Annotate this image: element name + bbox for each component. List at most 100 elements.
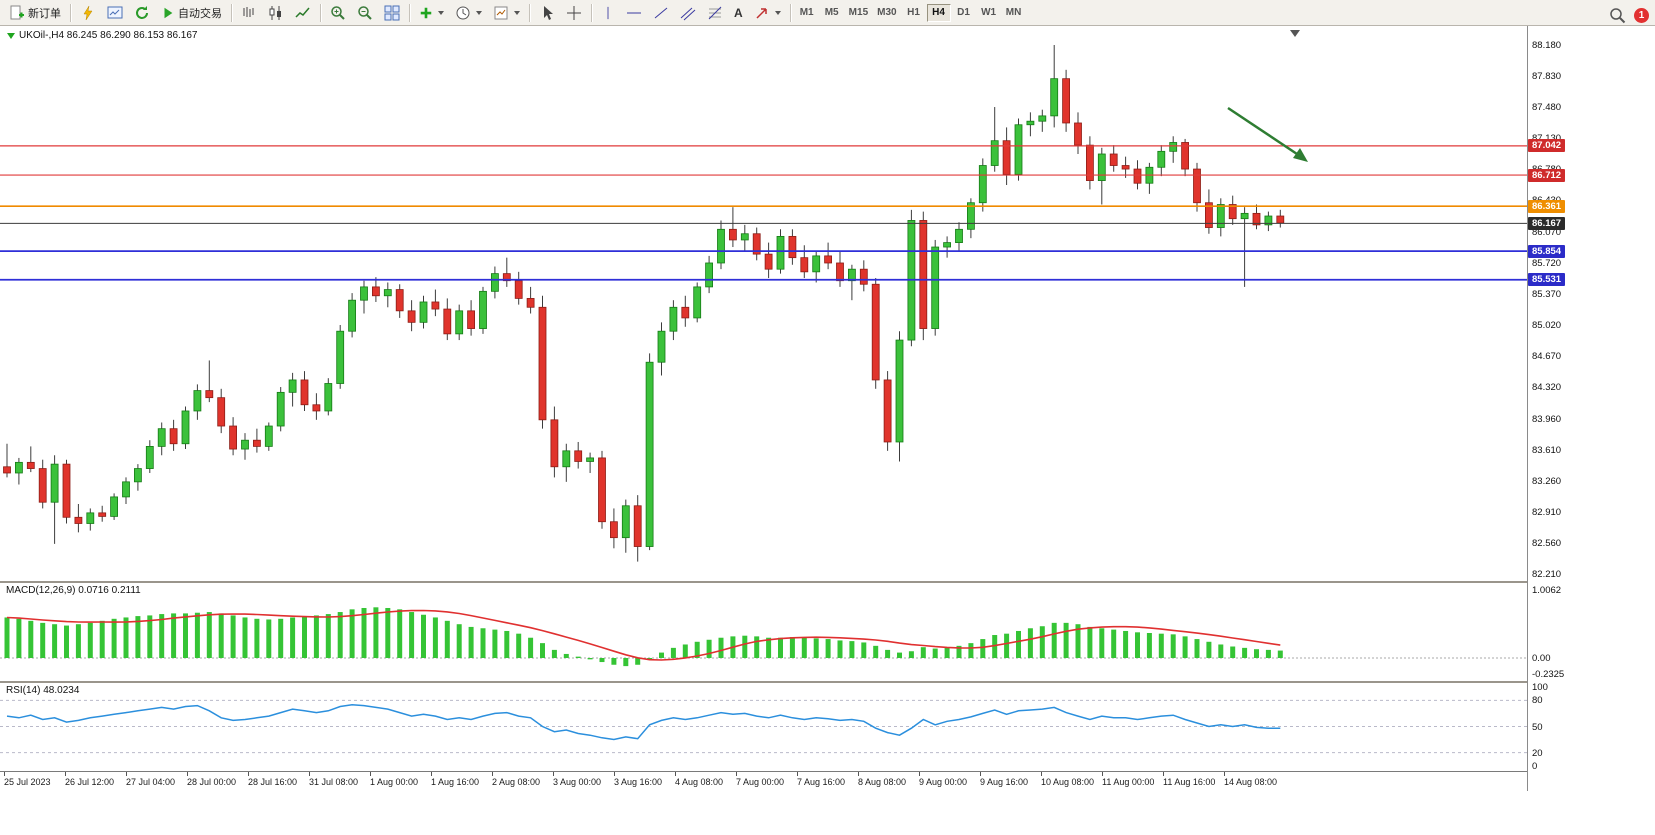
search-icon	[1609, 7, 1626, 24]
toolbar-separator	[529, 3, 530, 22]
candle-chart-mode-button[interactable]	[263, 2, 289, 24]
time-tick	[858, 772, 859, 776]
search-button[interactable]	[1608, 4, 1627, 26]
price-axis-label: 85.720	[1532, 257, 1562, 269]
time-tick	[553, 772, 554, 776]
time-label: 10 Aug 08:00	[1041, 777, 1095, 787]
timeframe-mn[interactable]: MN	[1002, 4, 1026, 22]
price-axis-label: 84.670	[1532, 351, 1562, 363]
fibonacci-icon	[707, 5, 723, 21]
price-axis-label: 87.480	[1532, 102, 1562, 114]
refresh-button[interactable]	[129, 2, 155, 24]
price-axis-label: 82.210	[1532, 569, 1562, 580]
autotrade-button[interactable]: 自动交易	[156, 2, 227, 24]
toolbar-right-tools: 1	[1608, 4, 1649, 26]
time-label: 27 Jul 04:00	[126, 777, 176, 787]
indicator-plus-icon	[419, 6, 433, 20]
time-tick	[126, 772, 127, 776]
panel-separator[interactable]	[0, 681, 1527, 683]
timeframe-m30[interactable]: M30	[873, 4, 900, 22]
chevron-down-icon	[774, 10, 781, 15]
period-button[interactable]	[450, 2, 487, 24]
channel-tool-button[interactable]	[675, 2, 701, 24]
toolbar-separator	[591, 3, 592, 22]
text-tool-button[interactable]: A	[729, 2, 748, 24]
zoom-in-button[interactable]	[325, 2, 351, 24]
chevron-down-icon	[514, 10, 520, 15]
time-tick	[309, 772, 310, 776]
time-tick	[370, 772, 371, 776]
time-tick	[614, 772, 615, 776]
new-order-button[interactable]: 新订单	[4, 2, 66, 24]
timeframe-m15[interactable]: M15	[845, 4, 872, 22]
time-tick	[1163, 772, 1164, 776]
vertical-line-tool-button[interactable]	[596, 2, 620, 24]
zoom-out-button[interactable]	[352, 2, 378, 24]
time-tick	[187, 772, 188, 776]
rsi-axis-label: 100	[1532, 682, 1548, 693]
macd-axis-label: 1.0062	[1532, 585, 1562, 596]
time-tick	[1224, 772, 1225, 776]
price-axis-label: 85.370	[1532, 288, 1562, 300]
timeframe-w1[interactable]: W1	[977, 4, 1001, 22]
timeframe-h4[interactable]: H4	[926, 3, 951, 22]
toolbar-separator	[70, 3, 71, 22]
time-label: 31 Jul 08:00	[309, 777, 359, 787]
symbol-marker-icon[interactable]	[7, 32, 15, 39]
time-label: 8 Aug 08:00	[858, 777, 907, 787]
add-indicator-button[interactable]	[414, 2, 449, 24]
price-tag: 85.531	[1528, 273, 1566, 287]
toolbar-separator	[789, 3, 791, 22]
macd-axis-label: 0.00	[1532, 653, 1551, 664]
line-chart-mode-button[interactable]	[290, 2, 316, 24]
price-axis-label: 83.610	[1532, 444, 1562, 456]
price-axis-label: 82.910	[1532, 506, 1562, 518]
template-button[interactable]	[488, 2, 525, 24]
horizontal-line-tool-button[interactable]	[621, 2, 647, 24]
crosshair-tool-button[interactable]	[561, 2, 587, 24]
time-label: 9 Aug 16:00	[980, 777, 1029, 787]
cursor-tool-button[interactable]	[534, 2, 560, 24]
arrows-tool-button[interactable]	[749, 2, 786, 24]
rsi-indicator-label: RSI(14) 48.0234	[6, 685, 80, 696]
rsi-panel[interactable]	[0, 683, 1527, 771]
data-window-button[interactable]	[102, 2, 128, 24]
macd-axis-label: -0.2325	[1532, 668, 1565, 680]
tile-windows-button[interactable]	[379, 2, 405, 24]
main-price-chart[interactable]	[0, 26, 1527, 581]
time-tick	[919, 772, 920, 776]
macd-panel[interactable]	[0, 583, 1527, 680]
price-axis-label: 83.260	[1532, 475, 1562, 487]
clock-icon	[455, 5, 471, 21]
fibonacci-tool-button[interactable]	[702, 2, 728, 24]
timeframe-d1[interactable]: D1	[952, 4, 976, 22]
timeframe-h1[interactable]: H1	[902, 4, 926, 22]
price-tag: 86.167	[1528, 216, 1566, 230]
time-tick	[4, 772, 5, 776]
time-label: 2 Aug 08:00	[492, 777, 541, 787]
trendline-tool-button[interactable]	[648, 2, 674, 24]
candlestick-icon	[268, 5, 284, 21]
time-tick	[492, 772, 493, 776]
panel-separator[interactable]	[0, 581, 1527, 583]
trendline-icon	[653, 5, 669, 21]
price-tag: 86.361	[1528, 199, 1566, 213]
time-label: 14 Aug 08:00	[1224, 777, 1278, 787]
time-label: 26 Jul 12:00	[65, 777, 115, 787]
time-label: 1 Aug 16:00	[431, 777, 480, 787]
time-tick	[1102, 772, 1103, 776]
chevron-down-icon	[476, 10, 482, 15]
market-watch-button[interactable]	[75, 2, 101, 24]
price-axis-label: 87.830	[1532, 71, 1562, 82]
time-label: 3 Aug 00:00	[553, 777, 602, 787]
bar-chart-mode-button[interactable]	[236, 2, 262, 24]
chart-region: UKOil-,H4 86.245 86.290 86.153 86.167 MA…	[0, 26, 1655, 835]
timeframe-m5[interactable]: M5	[820, 4, 844, 22]
notification-badge[interactable]: 1	[1634, 7, 1649, 23]
play-icon	[161, 6, 175, 20]
price-axis-label: 88.180	[1532, 40, 1562, 51]
time-axis[interactable]: 25 Jul 2023 26 Jul 12:00 27 Jul 04:00 28 Ju…	[0, 771, 1527, 794]
timeframe-m1[interactable]: M1	[795, 4, 819, 22]
line-chart-icon	[295, 5, 311, 21]
